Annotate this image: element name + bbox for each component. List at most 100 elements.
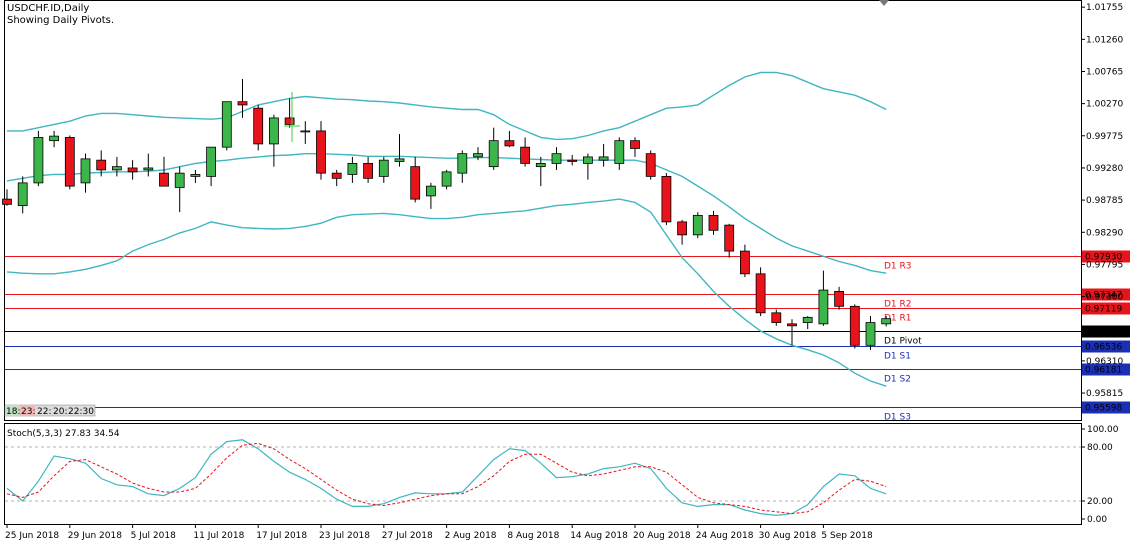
candle-body — [237, 101, 248, 106]
candle-body — [347, 163, 358, 175]
pivot-price-tag — [1082, 363, 1130, 376]
date-tick-label: 24 Aug 2018 — [696, 531, 754, 541]
bollinger-middle-line — [6, 152, 887, 274]
pivot-price-tag — [1082, 401, 1130, 414]
date-tick-label: 23 Jul 2018 — [319, 531, 370, 541]
price-tick-label: 1.01755 — [1086, 3, 1123, 13]
bollinger-layer — [6, 71, 887, 387]
candle — [630, 137, 640, 157]
pivot-price-label: 0.96536 — [1085, 343, 1122, 353]
candle — [535, 156, 546, 187]
stoch-tick-label: 100.00 — [1087, 425, 1119, 435]
candle-body — [425, 185, 436, 197]
date-tick-label: 20 Aug 2018 — [633, 531, 691, 541]
price-tick-label: 1.01260 — [1086, 35, 1123, 45]
timeframe-label-3: 22: — [37, 407, 51, 417]
price-tick-label: 0.99775 — [1086, 132, 1123, 142]
date-tick-label: 29 Jun 2018 — [68, 531, 122, 541]
date-tick-label: 14 Aug 2018 — [570, 531, 628, 541]
chart-shift-icon[interactable] — [879, 0, 889, 6]
candle-body — [300, 130, 311, 133]
candle-body — [708, 214, 719, 231]
price-tick-label: 0.99280 — [1086, 164, 1123, 174]
timeframe-slot-1[interactable] — [5, 405, 20, 416]
candle-body — [834, 290, 844, 307]
pivot-price-label: 0.97119 — [1085, 305, 1122, 315]
timeframe-slot-2[interactable] — [20, 405, 35, 416]
date-tick-label: 30 Aug 2018 — [759, 531, 817, 541]
candle-body — [363, 163, 374, 179]
candle-body — [284, 117, 295, 125]
date-axis: 25 Jun 2018 29 Jun 2018 5 Jul 2018 11 Jul 2… — [5, 524, 873, 541]
candle-body — [535, 163, 546, 168]
price-tick-label: 0.98785 — [1086, 196, 1123, 206]
candle — [237, 78, 248, 118]
date-tick-label: 5 Jul 2018 — [131, 531, 176, 541]
candle — [410, 156, 421, 203]
candle — [17, 176, 28, 214]
candle-body — [268, 117, 279, 145]
candle — [394, 134, 405, 167]
candle-body — [127, 167, 138, 173]
candle — [677, 219, 687, 245]
candle — [740, 244, 750, 278]
candle-body — [818, 289, 829, 325]
candle-body — [724, 224, 735, 252]
stoch-title: Stoch(5,3,3) 27.83 34.54 — [7, 429, 120, 439]
pivot-price-tag — [1082, 302, 1130, 315]
candle-body — [331, 172, 342, 179]
candle-body — [441, 171, 452, 187]
candle — [316, 121, 326, 180]
pivot-name-label: D1 S3 — [884, 413, 911, 423]
candle-body — [504, 140, 515, 147]
candle-body — [49, 135, 59, 142]
candle-body — [143, 167, 154, 171]
candle — [143, 153, 154, 177]
price-tick-label: 0.98290 — [1086, 228, 1123, 238]
candle-body — [520, 146, 530, 164]
candle — [818, 270, 829, 326]
stoch-tick-label: 80.00 — [1087, 443, 1113, 453]
pivot-name-label: D1 R1 — [884, 314, 912, 324]
timeframe-label-5: 22:30 — [68, 407, 94, 417]
candle — [771, 309, 782, 326]
pivot-price-tag — [1082, 325, 1130, 338]
subtitle-label: Showing Daily Pivots. — [7, 15, 114, 26]
pivot-price-tag — [1082, 340, 1130, 353]
stoch-axis: 100.00 80.00 20.00 0.00 — [1081, 425, 1119, 525]
candle-body — [881, 318, 892, 325]
timeframe-label-2: 23: — [21, 407, 35, 417]
pivot-price-tag — [1082, 288, 1130, 301]
candle — [206, 146, 217, 187]
candle — [865, 316, 876, 350]
candle-body — [692, 214, 703, 236]
date-tick-label: 5 Sep 2018 — [821, 531, 873, 541]
pivot-layer: D1 R3 0.97930 D1 R2 0.97347 D1 R1 0.97119 D1 P… — [5, 250, 1130, 423]
candle-body — [159, 172, 169, 187]
candle — [347, 156, 358, 183]
candle — [598, 143, 609, 167]
price-axis: 1.01755 1.01260 1.00765 1.00270 0.99775 0.992… — [1081, 3, 1123, 399]
candle — [64, 135, 75, 190]
pivot-price-tag — [1082, 250, 1130, 263]
candle — [33, 130, 44, 187]
candle-body — [190, 174, 201, 177]
candle — [755, 267, 766, 317]
pivot-price-label: 0.96181 — [1085, 366, 1122, 376]
candle — [268, 114, 279, 167]
price-panel-frame — [4, 0, 1082, 421]
stoch-signal-line — [6, 442, 887, 515]
price-tick-label: 0.96310 — [1086, 357, 1123, 367]
candle-body — [630, 140, 640, 149]
crosshair-cursor-icon — [284, 92, 300, 142]
candle-body — [112, 166, 122, 171]
candle-body — [771, 312, 782, 323]
date-tick-label: 17 Jul 2018 — [256, 531, 307, 541]
candle-body — [677, 221, 687, 236]
candle — [253, 104, 264, 151]
pivot-price-label: 0.96764 — [1085, 328, 1122, 338]
candle — [49, 130, 59, 148]
candle — [425, 182, 436, 209]
candle — [724, 223, 735, 258]
date-tick-label: 2 Aug 2018 — [445, 531, 497, 541]
